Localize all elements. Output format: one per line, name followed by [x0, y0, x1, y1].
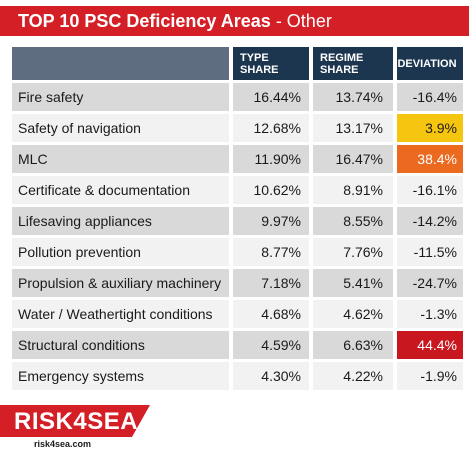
- deviation-cell: 44.4%: [397, 331, 463, 359]
- regime-share-cell: 5.41%: [313, 269, 393, 297]
- deviation-cell: -1.3%: [397, 300, 463, 328]
- regime-share-cell: 13.74%: [313, 83, 393, 111]
- page-title: TOP 10 PSC Deficiency Areas - Other: [0, 6, 469, 36]
- deviation-cell: -16.1%: [397, 176, 463, 204]
- header-area: [12, 47, 229, 80]
- table-header-row: TYPE SHARE REGIME SHARE DEVIATION: [12, 47, 463, 80]
- regime-share-cell: 13.17%: [313, 114, 393, 142]
- header-regime-share: REGIME SHARE: [313, 47, 393, 80]
- title-suffix: - Other: [270, 11, 332, 31]
- regime-share-cell: 8.91%: [313, 176, 393, 204]
- title-main: TOP 10 PSC Deficiency Areas: [18, 11, 271, 31]
- logo-wordmark: RISK4SEA: [14, 408, 139, 435]
- area-cell: Propulsion & auxiliary machinery: [12, 269, 229, 297]
- table-row: Water / Weathertight conditions 4.68% 4.…: [12, 300, 463, 328]
- type-share-cell: 4.30%: [233, 362, 309, 390]
- type-share-cell: 10.62%: [233, 176, 309, 204]
- deviation-cell: -24.7%: [397, 269, 463, 297]
- area-cell: Fire safety: [12, 83, 229, 111]
- area-cell: Certificate & documentation: [12, 176, 229, 204]
- area-cell: Lifesaving appliances: [12, 207, 229, 235]
- type-share-cell: 7.18%: [233, 269, 309, 297]
- table-row: Fire safety 16.44% 13.74% -16.4%: [12, 83, 463, 111]
- regime-share-cell: 6.63%: [313, 331, 393, 359]
- regime-share-cell: 7.76%: [313, 238, 393, 266]
- header-regime-line1: REGIME: [320, 51, 364, 64]
- deviation-cell: -1.9%: [397, 362, 463, 390]
- deviation-cell: -14.2%: [397, 207, 463, 235]
- type-share-cell: 16.44%: [233, 83, 309, 111]
- area-cell: Safety of navigation: [12, 114, 229, 142]
- logo-url: risk4sea.com: [34, 439, 92, 449]
- regime-share-cell: 8.55%: [313, 207, 393, 235]
- header-type-line1: TYPE: [240, 51, 269, 64]
- table-row: Safety of navigation 12.68% 13.17% 3.9%: [12, 114, 463, 142]
- logo-banner: [0, 405, 150, 437]
- table-row: Propulsion & auxiliary machinery 7.18% 5…: [12, 269, 463, 297]
- type-share-cell: 11.90%: [233, 145, 309, 173]
- area-cell: Structural conditions: [12, 331, 229, 359]
- type-share-cell: 8.77%: [233, 238, 309, 266]
- type-share-cell: 12.68%: [233, 114, 309, 142]
- header-type-line2: SHARE: [240, 63, 279, 76]
- regime-share-cell: 4.62%: [313, 300, 393, 328]
- area-cell: Water / Weathertight conditions: [12, 300, 229, 328]
- area-cell: Emergency systems: [12, 362, 229, 390]
- header-deviation: DEVIATION: [397, 47, 463, 80]
- table-row: Emergency systems 4.30% 4.22% -1.9%: [12, 362, 463, 390]
- type-share-cell: 4.59%: [233, 331, 309, 359]
- deviation-cell: 3.9%: [397, 114, 463, 142]
- deviation-cell: -16.4%: [397, 83, 463, 111]
- table-row: Certificate & documentation 10.62% 8.91%…: [12, 176, 463, 204]
- area-cell: MLC: [12, 145, 229, 173]
- area-cell: Pollution prevention: [12, 238, 229, 266]
- header-type-share: TYPE SHARE: [233, 47, 309, 80]
- regime-share-cell: 16.47%: [313, 145, 393, 173]
- regime-share-cell: 4.22%: [313, 362, 393, 390]
- table-row: MLC 11.90% 16.47% 38.4%: [12, 145, 463, 173]
- table-row: Pollution prevention 8.77% 7.76% -11.5%: [12, 238, 463, 266]
- deviation-cell: -11.5%: [397, 238, 463, 266]
- type-share-cell: 4.68%: [233, 300, 309, 328]
- type-share-cell: 9.97%: [233, 207, 309, 235]
- risk4sea-logo: RISK4SEA risk4sea.com: [0, 405, 160, 453]
- header-regime-line2: SHARE: [320, 63, 359, 76]
- table-row: Lifesaving appliances 9.97% 8.55% -14.2%: [12, 207, 463, 235]
- deviation-cell: 38.4%: [397, 145, 463, 173]
- table-row: Structural conditions 4.59% 6.63% 44.4%: [12, 331, 463, 359]
